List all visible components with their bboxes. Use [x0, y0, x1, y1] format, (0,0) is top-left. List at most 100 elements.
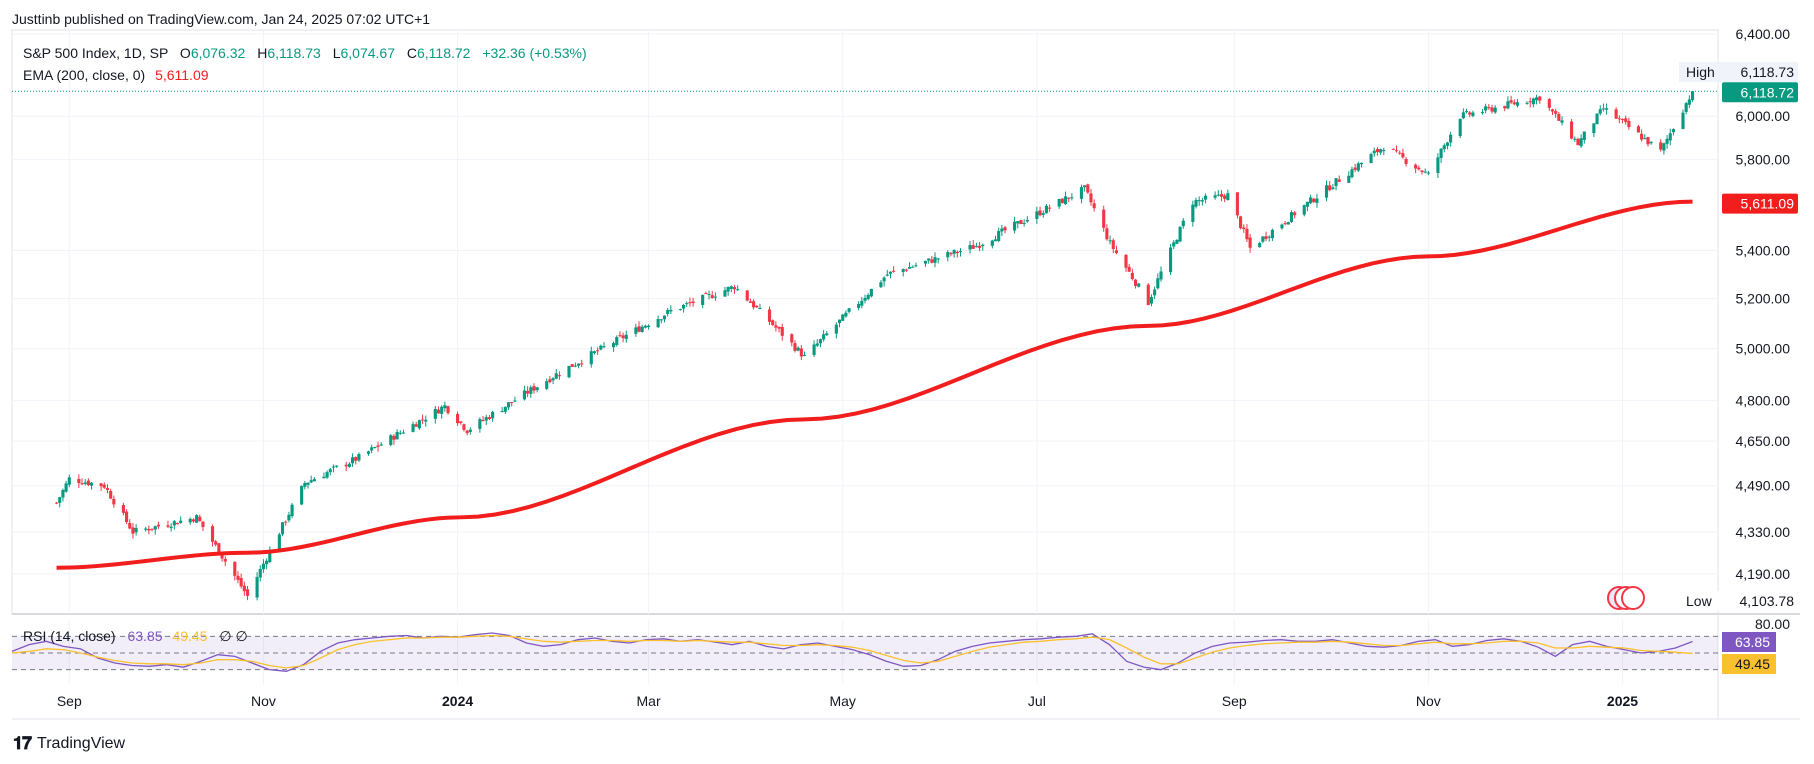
candle-body	[529, 387, 533, 394]
ohlc-legend: S&P 500 Index, 1D, SP O6,076.32 H6,118.7…	[23, 45, 587, 61]
y-tick-label: 4,800.00	[1736, 393, 1791, 409]
candle-body	[284, 521, 288, 523]
candle-body	[134, 527, 138, 533]
candle-body	[643, 325, 647, 328]
candle-body	[933, 257, 937, 263]
candle-body	[949, 253, 953, 255]
candle-body	[169, 526, 173, 529]
candle-body	[1302, 205, 1306, 215]
rsi-y-tick-label: 80.00	[1755, 616, 1790, 632]
candle-body	[704, 293, 708, 295]
high-badge-label: High	[1686, 64, 1715, 80]
low-label: L	[332, 45, 341, 61]
candle-body	[978, 245, 982, 248]
candle-body	[1554, 111, 1558, 114]
candle-body	[1369, 154, 1373, 164]
candle-body	[261, 563, 266, 570]
candle-body	[1334, 178, 1338, 187]
candle-body	[1331, 187, 1335, 190]
candle-body	[217, 543, 221, 555]
high-badge-label-bg	[1679, 62, 1722, 82]
candle-body	[892, 270, 896, 272]
candle-body	[125, 511, 129, 522]
candle-body	[398, 432, 402, 434]
candle-body	[936, 258, 940, 260]
candle-body	[1086, 184, 1090, 193]
candle-body	[468, 429, 472, 432]
rsi-ma-badge: 49.45	[1735, 656, 1770, 672]
candle-body	[1191, 204, 1195, 222]
candle-body	[1359, 162, 1364, 165]
candle-body	[1286, 221, 1290, 225]
ema-200-line	[56, 199, 1693, 570]
candle-body	[1048, 207, 1052, 209]
candle-body	[1270, 229, 1274, 239]
candle-body	[618, 335, 622, 337]
candle-body	[557, 375, 562, 377]
candle-body	[710, 295, 714, 299]
candle-body	[1636, 126, 1640, 133]
candle-body	[1573, 138, 1577, 140]
candle-body	[166, 525, 170, 527]
candle-body	[354, 457, 358, 461]
candle-body	[767, 309, 772, 322]
candle-body	[1124, 254, 1128, 268]
candle-body	[121, 505, 125, 513]
candle-body	[997, 230, 1001, 242]
candle-body	[306, 482, 310, 485]
candle-body	[888, 271, 893, 274]
candle-body	[1041, 213, 1045, 215]
candle-body	[752, 301, 756, 308]
candle-body	[793, 343, 797, 351]
candle-body	[1044, 205, 1048, 214]
tradingview-footer[interactable]: 𝟏𝟕 TradingView	[13, 733, 125, 754]
candle-body	[1022, 222, 1026, 224]
candle-body	[904, 269, 908, 271]
candle-body	[885, 274, 889, 276]
candle-body	[551, 378, 555, 381]
candle-body	[344, 464, 348, 467]
candle-body	[172, 521, 176, 526]
footer-brand: TradingView	[37, 734, 126, 752]
candle-body	[322, 476, 326, 479]
close-label: C	[406, 45, 417, 61]
candle-body	[1449, 134, 1453, 143]
candle-body	[771, 320, 775, 325]
candle-body	[506, 402, 511, 408]
candle-body	[611, 343, 616, 348]
candle-body	[879, 282, 883, 288]
candle-body	[58, 497, 62, 503]
candle-body	[144, 528, 148, 530]
candle-body	[242, 585, 246, 592]
candle-body	[914, 265, 918, 267]
candle-body	[1312, 198, 1316, 203]
candle-body	[1640, 133, 1644, 140]
candle-body	[815, 343, 819, 346]
candle-body	[796, 347, 800, 351]
candle-body	[857, 303, 861, 308]
candle-body	[411, 424, 415, 432]
candle-body	[866, 294, 870, 300]
candle-body	[1337, 179, 1341, 182]
candle-body	[908, 267, 912, 269]
event-flag-icon	[1621, 586, 1645, 610]
candle-body	[1324, 185, 1329, 198]
candle-body	[1461, 112, 1465, 119]
candle-body	[554, 373, 558, 379]
x-tick-label: Nov	[251, 693, 276, 709]
candle-body	[290, 504, 294, 517]
candle-body	[799, 348, 803, 357]
candle-body	[1305, 201, 1309, 207]
candle-body	[573, 365, 577, 367]
candle-body	[268, 549, 272, 563]
rsi-ma-value: 49.45	[172, 628, 208, 644]
candle-body	[580, 363, 584, 365]
candle-body	[1159, 271, 1163, 280]
candle-body	[1468, 112, 1472, 115]
candle-body	[478, 419, 482, 429]
candle-body	[395, 431, 399, 440]
candle-body	[1624, 118, 1628, 122]
candle-body	[481, 420, 485, 422]
candle-body	[357, 454, 361, 461]
